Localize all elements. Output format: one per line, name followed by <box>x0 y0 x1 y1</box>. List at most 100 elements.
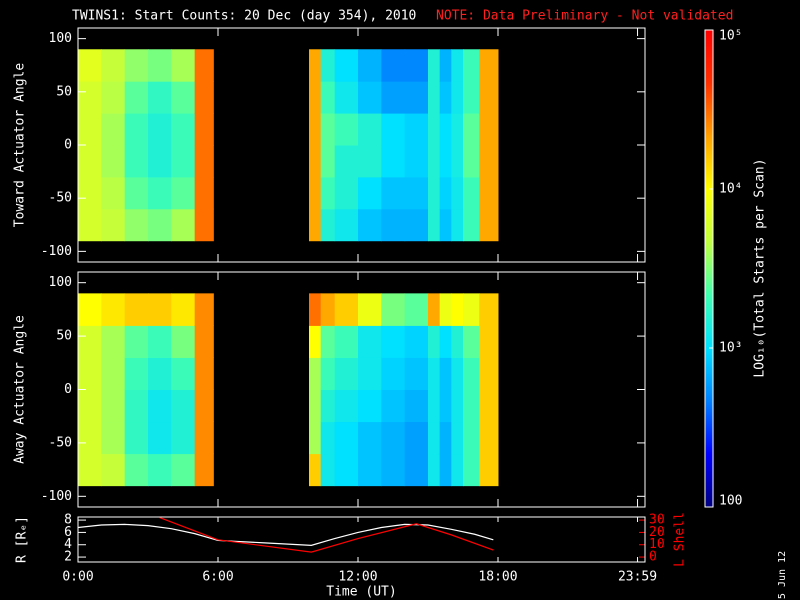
heatmap-cell <box>171 293 196 326</box>
heatmap-cell <box>439 293 452 326</box>
heatmap-cell <box>479 113 499 146</box>
heatmap-cell <box>78 176 102 210</box>
y2-tick-label: 0 <box>649 550 657 565</box>
heatmap-cell <box>124 389 149 423</box>
x-tick-label: 6:00 <box>202 570 233 585</box>
heatmap-cell <box>194 176 214 210</box>
heatmap-cell <box>124 325 149 358</box>
heatmap-cell <box>171 145 196 178</box>
heatmap-cell <box>148 145 172 178</box>
heatmap-cell <box>171 453 196 487</box>
heatmap-cell <box>334 293 359 326</box>
heatmap-cell <box>428 357 441 390</box>
heatmap-cell <box>320 389 336 423</box>
heatmap-cell <box>479 145 499 178</box>
heatmap-cell <box>78 208 102 242</box>
heatmap-cell <box>404 145 429 178</box>
heatmap-cell <box>334 81 359 114</box>
colorbar-tick-label: 10⁵ <box>719 29 742 44</box>
heatmap-cell <box>463 113 480 146</box>
heatmap-cell <box>148 49 172 82</box>
heatmap-cell <box>124 145 149 178</box>
heatmap-cell <box>428 81 441 114</box>
heatmap-cell <box>439 145 452 178</box>
heatmap-cell <box>171 357 196 390</box>
heatmap-cell <box>381 293 406 326</box>
heatmap-cell <box>320 325 336 358</box>
heatmap-cell <box>124 81 149 114</box>
heatmap-cell <box>309 389 322 423</box>
heatmap-cell <box>194 389 214 423</box>
heatmap-cell <box>78 293 102 326</box>
y-tick-label: 8 <box>64 513 72 528</box>
heatmap-cell <box>463 145 480 178</box>
heatmap-cell <box>358 49 382 82</box>
heatmap-cell <box>78 357 102 390</box>
x-tick-label: 0:00 <box>62 570 93 585</box>
heatmap-cell <box>463 325 480 358</box>
heatmap-cell <box>78 453 102 487</box>
chart-title: TWINS1: Start Counts: 20 Dec (day 354), … <box>72 9 416 24</box>
heatmap-cell <box>381 145 406 178</box>
heatmap-cell <box>309 49 322 82</box>
heatmap-cell <box>479 453 499 487</box>
y-tick-label: -100 <box>41 244 72 259</box>
heatmap-cell <box>439 113 452 146</box>
heatmap-cell <box>451 389 464 423</box>
heatmap-cell <box>124 421 149 455</box>
heatmap-cell <box>381 176 406 210</box>
heatmap-cell <box>309 325 322 358</box>
heatmap-cell <box>334 176 359 210</box>
heatmap-cell <box>171 421 196 455</box>
heatmap-cell <box>479 176 499 210</box>
y-axis-label: R [Rₑ] <box>15 516 30 563</box>
heatmap-cell <box>194 145 214 178</box>
heatmap-cell <box>320 421 336 455</box>
heatmap-cell <box>148 113 172 146</box>
heatmap-cell <box>334 357 359 390</box>
heatmap-cell <box>404 176 429 210</box>
y2-axis-label: L Shell <box>673 512 688 567</box>
x-tick-label: 12:00 <box>338 570 377 585</box>
x-tick-label: 23:59 <box>618 570 657 585</box>
heatmap-cell <box>451 208 464 242</box>
date-stamp: 5 Jun 12 <box>777 551 788 599</box>
heatmap-cell <box>428 145 441 178</box>
y-tick-label: 0 <box>64 138 72 153</box>
heatmap-cell <box>171 49 196 82</box>
heatmap-cell <box>358 421 382 455</box>
heatmap-cell <box>451 49 464 82</box>
heatmap-cell <box>171 325 196 358</box>
y-tick-label: -50 <box>49 435 72 450</box>
colorbar <box>704 29 714 508</box>
heatmap-cell <box>428 113 441 146</box>
heatmap-cell <box>171 113 196 146</box>
heatmap-cell <box>381 421 406 455</box>
heatmap-cell <box>463 389 480 423</box>
heatmap-cell <box>479 81 499 114</box>
heatmap-cell <box>320 453 336 487</box>
heatmap-cell <box>404 113 429 146</box>
heatmap-cell <box>404 49 429 82</box>
heatmap-cell <box>404 208 429 242</box>
heatmap-cell <box>358 208 382 242</box>
colorbar-label: LOG₁₀(Total Starts per Scan) <box>753 158 768 377</box>
heatmap-cell <box>334 421 359 455</box>
heatmap-cell <box>451 176 464 210</box>
heatmap-cell <box>381 113 406 146</box>
heatmap-cell <box>101 208 126 242</box>
note: NOTE: Data Preliminary - Not validated <box>436 9 733 24</box>
heatmap-cell <box>148 421 172 455</box>
y-tick-label: 100 <box>49 31 72 46</box>
heatmap-cell <box>358 145 382 178</box>
heatmap-cell <box>358 453 382 487</box>
heatmap-cell <box>309 208 322 242</box>
heatmap-cell <box>451 421 464 455</box>
heatmap-cell <box>78 49 102 82</box>
heatmap-cell <box>78 325 102 358</box>
heatmap-cell <box>194 208 214 242</box>
heatmap-cell <box>309 113 322 146</box>
y-tick-label: -100 <box>41 489 72 504</box>
heatmap-cell <box>479 421 499 455</box>
